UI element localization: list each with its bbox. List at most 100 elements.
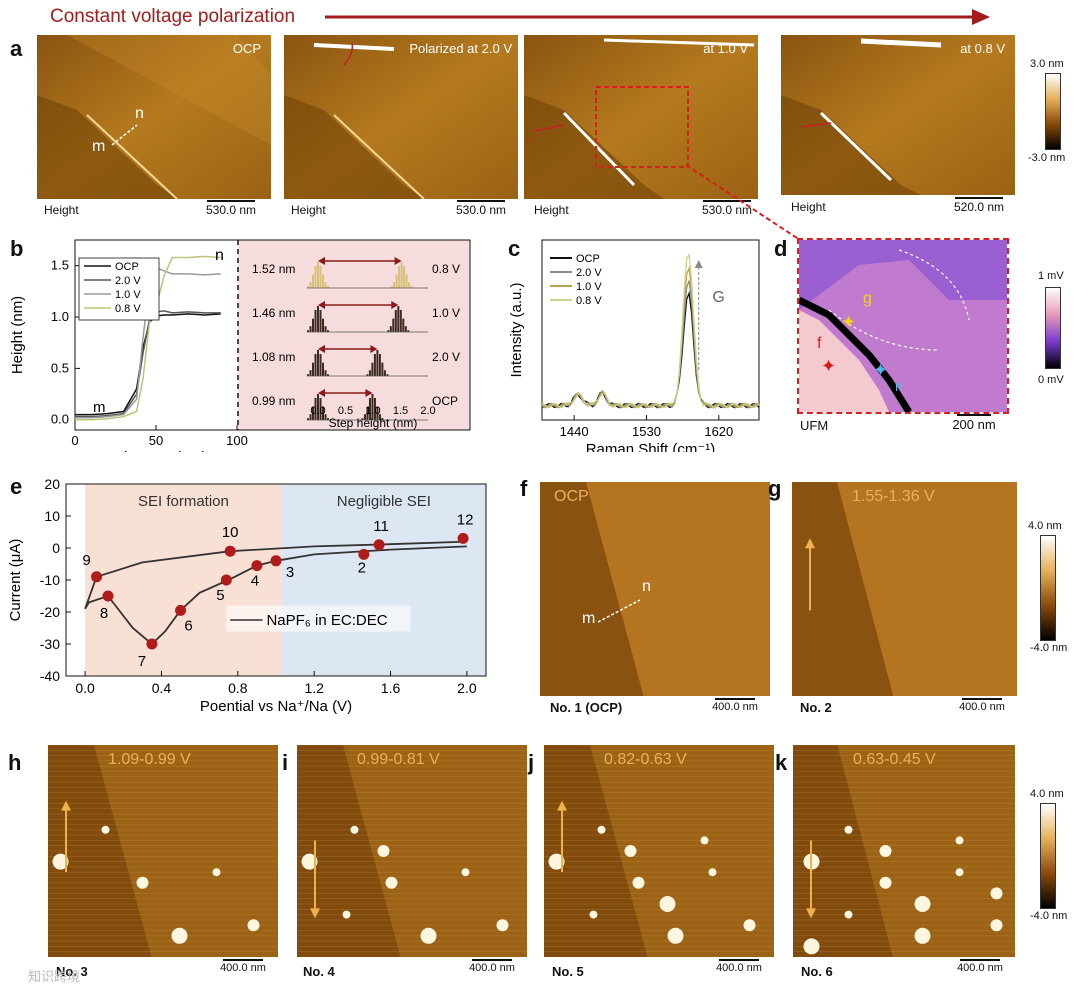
afm-topography: [297, 745, 527, 957]
e-region-label: SEI formation: [138, 493, 229, 510]
b-hist-peak-right: [397, 306, 400, 332]
e-point-label: 5: [216, 587, 224, 604]
e-ytick-label: 0: [52, 540, 60, 556]
b-hist-peak-left: [327, 286, 329, 288]
polarization-banner: Constant voltage polarization: [50, 4, 1000, 30]
b-hist-peak-right: [366, 406, 369, 420]
b-hist-peak-right: [393, 282, 396, 288]
afm-particle: [879, 876, 892, 889]
afm-topography: [792, 482, 1017, 696]
afm-particle: [624, 845, 637, 857]
scalebar-a1: 530.0 nm: [196, 200, 266, 217]
b-hist-peak-left: [309, 282, 312, 288]
b-hist-peak-right: [398, 265, 401, 288]
b-ytick-label: 0.0: [51, 412, 69, 427]
afm-particle: [377, 845, 390, 857]
voltage-label-f: OCP: [554, 488, 589, 505]
b-arrow-head-right: [394, 257, 402, 265]
e-point: [220, 574, 232, 586]
ufm-marker-n: n: [895, 378, 903, 394]
b-hist-peak-right: [366, 374, 369, 376]
b-hist-peak-left: [307, 374, 309, 376]
b-hist-peak-right: [387, 330, 390, 332]
e-xtick-label: 0.0: [75, 680, 95, 696]
b-ytick-label: 1.5: [51, 258, 69, 273]
afm-image-f: OCP m n: [540, 482, 770, 696]
afm-particle: [955, 836, 964, 845]
afm-image-1v: at 1.0 V Li⁺: [524, 35, 758, 199]
colorbar-hk-min: -4.0 nm: [1030, 910, 1068, 922]
afm-image-j: 0.82-0.63 V: [544, 745, 774, 957]
afm-image-g: 1.55-1.36 V: [792, 482, 1017, 696]
b-arrow-head-left: [318, 257, 325, 265]
sample-number-i: No. 4: [303, 964, 335, 979]
c-annotation-g: G: [712, 289, 724, 306]
afm-particle: [700, 836, 709, 845]
afm-particle: [247, 919, 260, 932]
b-hist-peak-right: [368, 397, 371, 420]
panel-letter-b: b: [10, 236, 24, 261]
e-point: [457, 532, 469, 544]
e-xtick-label: 1.6: [381, 680, 401, 696]
voltage-label-g: 1.55-1.36 V: [852, 488, 935, 505]
b-hist-peak-left: [322, 362, 324, 376]
b-hist-peak-right: [390, 286, 393, 288]
b-hist-peak-left: [312, 274, 314, 288]
ufm-marker-g: g: [863, 290, 872, 307]
afm-image-2v: Polarized at 2.0 V: [284, 35, 518, 199]
e-cv-curve-lower: [84, 545, 467, 646]
voltage-label-i: 0.99-0.81 V: [357, 751, 440, 768]
ufm-marker-f: f: [817, 335, 822, 352]
b-hist-peak-right: [410, 286, 413, 288]
e-ytick-label: -10: [40, 572, 60, 588]
afm-image-k: 0.63-0.45 V: [793, 745, 1015, 957]
voltage-label-k: 0.63-0.45 V: [853, 751, 936, 768]
afm-terrace: [544, 745, 648, 957]
e-xtick-label: 1.2: [304, 680, 324, 696]
e-ylabel: Current (μA): [7, 539, 24, 622]
colorbar-a: [1045, 73, 1061, 150]
c-legend-box: [546, 250, 612, 312]
afm-label-08v: at 0.8 V: [960, 41, 1005, 56]
b-hist-peak-left: [317, 350, 319, 376]
b-hist-peak-right: [407, 330, 410, 332]
b-hist-peak-left: [312, 318, 314, 332]
afm-topography: [544, 745, 774, 957]
afm-particle: [667, 927, 684, 944]
b-legend-label: 0.8 V: [115, 303, 141, 315]
colorbar-a-max: 3.0 nm: [1030, 58, 1064, 70]
colorbar-d-max: 1 mV: [1038, 270, 1064, 282]
f-marker-m: m: [582, 610, 596, 627]
afm-particle: [496, 919, 509, 932]
b-hist-peak-right: [394, 309, 397, 332]
b-legend-box: [78, 257, 160, 321]
ufm-tag: UFM: [800, 418, 829, 433]
b-hist-peak-left: [324, 414, 327, 420]
afm-image-08v: at 0.8 V: [781, 35, 1015, 195]
afm-particle: [52, 853, 69, 870]
b-hist-peak-left: [309, 414, 312, 420]
afm-particle: [955, 868, 964, 877]
sample-number-f: No. 1 (OCP): [550, 700, 623, 715]
e-xtick-label: 2.0: [457, 680, 477, 696]
colorbar-fg: [1040, 535, 1056, 641]
b-hist-peak-left: [317, 262, 319, 288]
c-xtick-label: 1620: [704, 424, 733, 439]
b-hist-peak-left: [324, 282, 327, 288]
c-ylabel: Intensity (a.u.): [508, 282, 525, 377]
colorbar-d-min: 0 mV: [1038, 374, 1064, 386]
afm-particle: [342, 910, 351, 919]
e-ytick-label: -40: [40, 668, 60, 684]
zoom-connector: [685, 164, 801, 241]
colorbar-hk: [1040, 803, 1056, 909]
afm-topography: [48, 745, 278, 957]
e-point-label: 2: [358, 559, 366, 576]
b-hist-peak-left: [322, 318, 324, 332]
e-point: [224, 545, 236, 557]
b-hist-peak-left: [307, 330, 309, 332]
afm-particle: [879, 845, 892, 857]
e-point: [146, 638, 158, 650]
afm-particle: [914, 896, 931, 912]
b-hist-peak-right: [383, 370, 386, 376]
height-tag-1: Height: [44, 203, 79, 217]
